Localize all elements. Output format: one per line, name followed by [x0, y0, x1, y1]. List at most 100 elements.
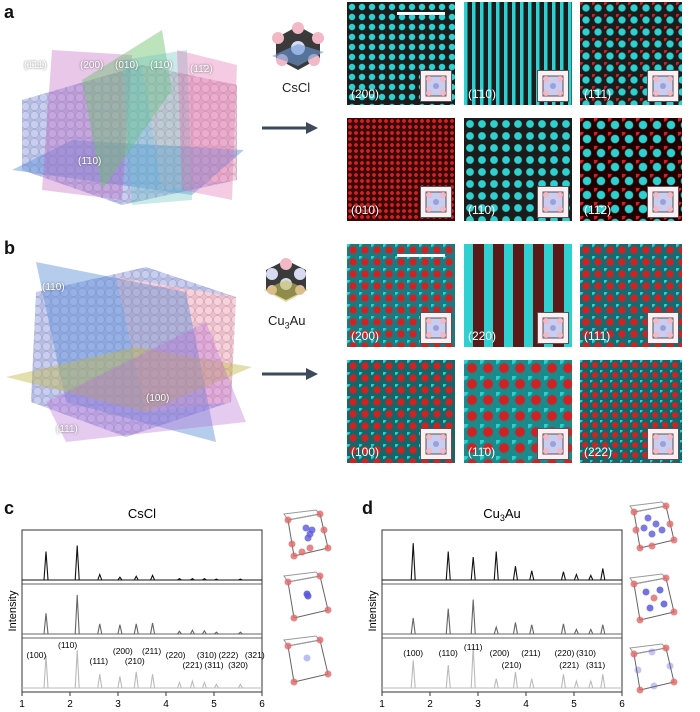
lattice-inset-icon — [420, 186, 452, 218]
diffraction-peak — [214, 578, 219, 581]
x-tick-label: 2 — [67, 699, 73, 710]
diffraction-peak — [176, 680, 182, 689]
crystal-render-b — [6, 252, 252, 444]
diffraction-peak — [97, 674, 103, 689]
lattice-inset-icon — [537, 70, 569, 102]
diffraction-peak — [470, 646, 476, 689]
peak-label: (220) — [166, 650, 186, 660]
y-axis-label: Intensity — [367, 590, 379, 631]
micrograph-b-3: (100) — [347, 360, 455, 463]
structure-label-cu3au: Cu3Au — [268, 313, 306, 331]
peak-label: (310) — [576, 648, 596, 658]
diffraction-peak — [600, 624, 606, 635]
diffraction-peak — [238, 578, 243, 581]
unit-cell-snapshot-icon — [280, 634, 332, 686]
peak-label: (200) — [490, 648, 510, 658]
peak-label: (220) — [554, 648, 574, 658]
diffraction-peak — [512, 566, 518, 581]
plane-label: (111) — [56, 424, 78, 435]
peak-label: (110) — [439, 648, 458, 658]
lattice-inset-icon — [647, 312, 679, 344]
plane-label: (110) — [150, 60, 173, 71]
diffraction-peak — [213, 683, 219, 689]
diffraction-peak — [214, 631, 219, 635]
diffraction-peak — [600, 674, 606, 689]
peak-label: (110) — [58, 640, 77, 650]
panel-label-b: b — [4, 238, 15, 258]
diffraction-peak — [512, 671, 518, 689]
x-tick-label: 3 — [115, 699, 121, 710]
diffraction-peak — [573, 628, 579, 635]
crystal-image-a — [12, 30, 244, 205]
diffraction-peak — [74, 545, 80, 581]
micrograph-label: (010) — [351, 203, 380, 217]
diffraction-peak — [529, 570, 535, 581]
diffraction-peak — [201, 680, 207, 689]
lattice-inset-icon — [420, 70, 452, 102]
micrograph-b-1: (220) — [464, 244, 572, 347]
diffraction-peak — [588, 628, 594, 635]
x-tick-label: 4 — [523, 699, 529, 710]
peak-label: (111) — [464, 642, 483, 652]
plane-label: (200) — [80, 60, 104, 71]
diffraction-peak — [588, 679, 594, 689]
peak-label: (311) — [204, 660, 223, 670]
micrograph-label: (110) — [468, 203, 496, 217]
plane-label: (010) — [115, 60, 139, 71]
arrow-icon-a — [262, 120, 318, 141]
diffraction-peak — [560, 674, 566, 689]
diffraction-peak — [560, 571, 566, 581]
peak-label: (222) — [218, 650, 238, 660]
diffraction-peak — [493, 551, 499, 581]
micrograph-a-5: (11̄2) — [580, 118, 682, 221]
peak-label: (200) — [113, 646, 133, 656]
diffraction-peak — [445, 608, 451, 635]
x-tick-label: 4 — [163, 699, 169, 710]
diffraction-peak — [74, 594, 80, 635]
peak-label: (111) — [90, 656, 109, 666]
plot-frame — [21, 529, 263, 693]
diffraction-peak — [600, 568, 606, 581]
panel-label-a: a — [4, 2, 15, 22]
lattice-inset-icon — [647, 186, 679, 218]
diffraction-peak — [176, 630, 182, 635]
x-tick-label: 6 — [619, 699, 625, 710]
unit-cell-snapshot-icon — [626, 642, 678, 694]
micrograph-b-4: (11̄0) — [464, 360, 572, 463]
diffraction-peak — [189, 679, 195, 689]
micrograph-label: (220) — [468, 329, 497, 343]
crystal-image-b — [6, 262, 252, 442]
peak-label: (221) — [559, 660, 579, 670]
micrograph-a-3: (010) — [347, 118, 455, 221]
diffraction-peak — [43, 655, 49, 689]
diffraction-peak — [512, 622, 518, 635]
y-axis-label: Intensity — [7, 590, 19, 631]
diffraction-peak — [74, 650, 80, 689]
diffraction-peak — [43, 613, 49, 635]
diffraction-peak — [410, 660, 416, 689]
micrograph-a-1: (1̄10) — [464, 2, 572, 105]
diffraction-peak — [470, 556, 476, 581]
diffraction-peak — [470, 599, 476, 635]
micrograph-label: (100) — [351, 445, 380, 459]
diffraction-peak — [238, 631, 243, 635]
diffraction-peak — [133, 671, 139, 689]
diffraction-peak — [573, 572, 579, 581]
arrow-icon-b — [262, 366, 318, 387]
micrograph-label: (111) — [584, 329, 611, 343]
plane-label: (1̄11) — [24, 60, 47, 71]
micrograph-label: (200) — [351, 87, 380, 101]
diffraction-peak — [97, 572, 103, 581]
lattice-inset-icon — [537, 312, 569, 344]
peak-label: (310) — [197, 650, 217, 660]
diffraction-peak — [588, 574, 594, 581]
micrograph-b-5: (222) — [580, 360, 682, 463]
diffraction-peak — [560, 623, 566, 635]
scale-bar — [397, 254, 445, 257]
micrograph-a-4: (110) — [464, 118, 572, 221]
crystal-render-a — [12, 30, 244, 210]
diffraction-peak — [201, 629, 207, 635]
x-tick-label: 3 — [475, 699, 481, 710]
peak-label: (311) — [586, 660, 605, 670]
diffraction-peak — [177, 577, 182, 581]
